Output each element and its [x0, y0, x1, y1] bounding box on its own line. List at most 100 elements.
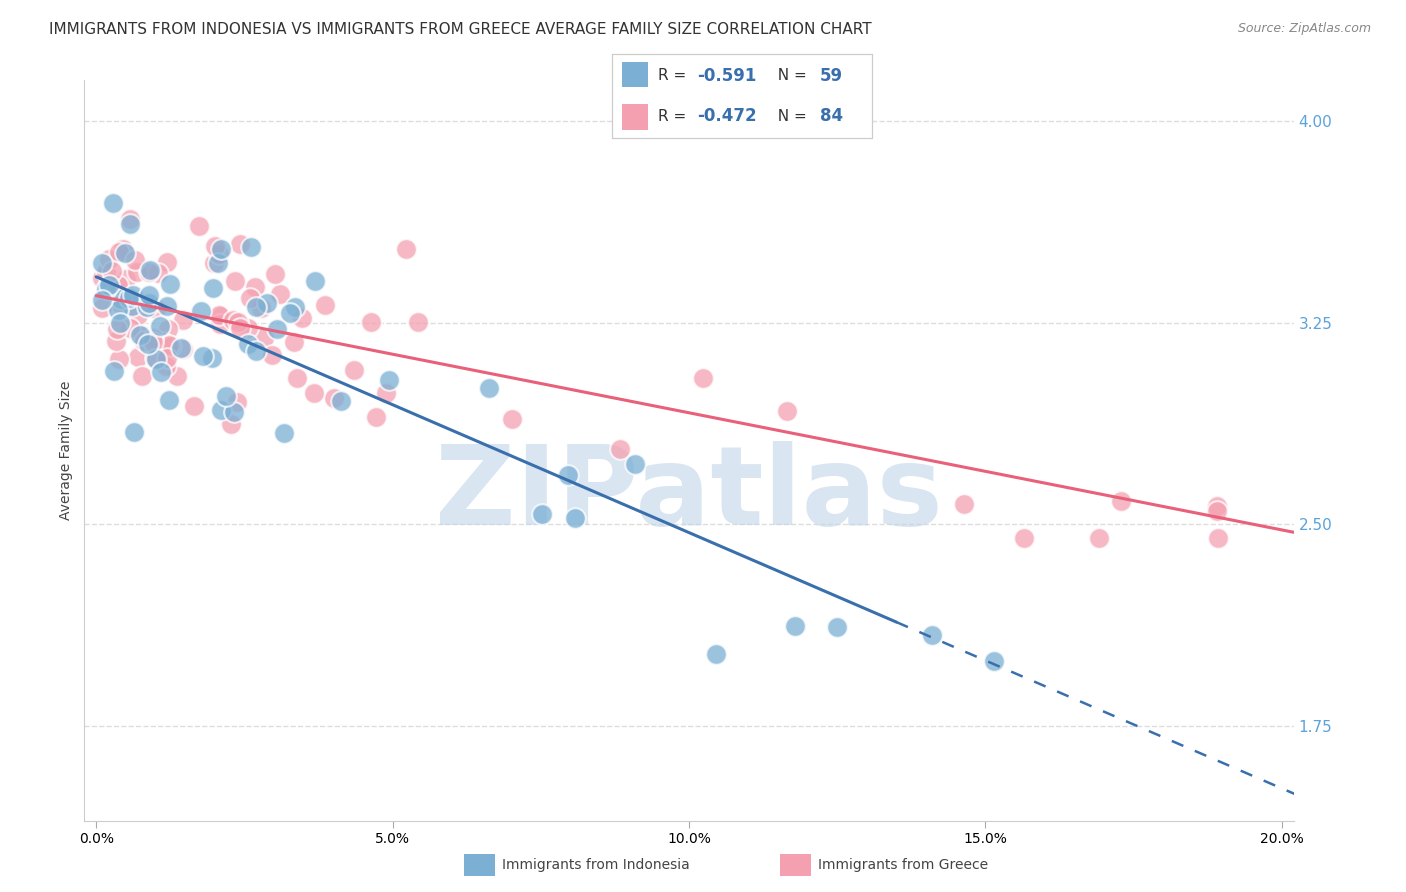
Point — [122, 425, 145, 439]
Text: IMMIGRANTS FROM INDONESIA VS IMMIGRANTS FROM GREECE AVERAGE FAMILY SIZE CORRELAT: IMMIGRANTS FROM INDONESIA VS IMMIGRANTS … — [49, 22, 872, 37]
Point — [127, 308, 149, 322]
Point — [557, 468, 579, 483]
Point — [131, 328, 153, 343]
Point — [395, 242, 418, 256]
Point — [139, 263, 162, 277]
Point — [101, 196, 124, 211]
Point — [209, 402, 232, 417]
Point — [115, 272, 138, 286]
Point — [256, 295, 278, 310]
Point — [145, 302, 167, 317]
Point — [125, 264, 148, 278]
Point — [785, 619, 807, 633]
Point — [91, 271, 114, 285]
Point — [155, 359, 177, 374]
Text: R =: R = — [658, 68, 692, 83]
Point — [226, 315, 249, 329]
Point — [124, 253, 146, 268]
Point — [114, 245, 136, 260]
Point — [105, 334, 128, 348]
Point — [121, 299, 143, 313]
Point — [364, 409, 387, 424]
Point — [266, 321, 288, 335]
Point — [983, 654, 1005, 668]
Point — [138, 296, 160, 310]
Text: 59: 59 — [820, 67, 842, 85]
Y-axis label: Average Family Size: Average Family Size — [59, 381, 73, 520]
Text: Immigrants from Indonesia: Immigrants from Indonesia — [502, 858, 690, 872]
Point — [304, 274, 326, 288]
Point — [209, 317, 232, 331]
Text: -0.591: -0.591 — [697, 67, 756, 85]
Point — [776, 403, 799, 417]
Point — [111, 242, 134, 256]
Point — [1206, 531, 1229, 545]
Point — [98, 277, 121, 292]
Point — [207, 256, 229, 270]
Point — [374, 386, 396, 401]
Point — [145, 352, 167, 367]
Point — [222, 405, 245, 419]
Point — [157, 322, 180, 336]
Point — [330, 393, 353, 408]
Point — [118, 217, 141, 231]
Point — [191, 349, 214, 363]
Point — [1109, 494, 1132, 508]
Point — [283, 335, 305, 350]
Point — [159, 277, 181, 292]
Point — [127, 350, 149, 364]
Point — [360, 315, 382, 329]
Point — [827, 620, 849, 634]
Point — [953, 497, 976, 511]
Point — [378, 373, 401, 387]
Point — [188, 219, 211, 233]
Point — [146, 266, 169, 280]
Point — [143, 351, 166, 365]
Point — [224, 274, 246, 288]
Point — [260, 348, 283, 362]
Point — [170, 341, 193, 355]
Point — [94, 265, 117, 279]
Point — [166, 369, 188, 384]
Point — [135, 300, 157, 314]
Point — [152, 334, 174, 349]
Point — [91, 293, 114, 308]
Text: -0.472: -0.472 — [697, 107, 756, 125]
Point — [1012, 531, 1035, 545]
Point — [138, 288, 160, 302]
Point — [190, 303, 212, 318]
Text: R =: R = — [658, 109, 692, 124]
Point — [91, 301, 114, 315]
Point — [149, 318, 172, 333]
Point — [692, 371, 714, 385]
Point — [155, 351, 177, 366]
Point — [183, 399, 205, 413]
Point — [302, 386, 325, 401]
Point — [278, 306, 301, 320]
Point — [273, 425, 295, 440]
Point — [238, 321, 260, 335]
Point — [704, 647, 727, 661]
Point — [157, 337, 180, 351]
Point — [243, 279, 266, 293]
Point — [94, 282, 117, 296]
Point — [269, 286, 291, 301]
Point — [202, 280, 225, 294]
Point — [107, 245, 129, 260]
Point — [921, 628, 943, 642]
Point — [134, 334, 156, 348]
Point — [343, 363, 366, 377]
Point — [138, 265, 160, 279]
Point — [287, 371, 309, 385]
Point — [204, 239, 226, 253]
Point — [103, 364, 125, 378]
Point — [120, 320, 142, 334]
Point — [107, 277, 129, 292]
Point — [156, 255, 179, 269]
Point — [107, 303, 129, 318]
Point — [215, 388, 238, 402]
Text: Source: ZipAtlas.com: Source: ZipAtlas.com — [1237, 22, 1371, 36]
Point — [202, 256, 225, 270]
Text: ZIPatlas: ZIPatlas — [434, 442, 943, 549]
Point — [225, 395, 247, 409]
